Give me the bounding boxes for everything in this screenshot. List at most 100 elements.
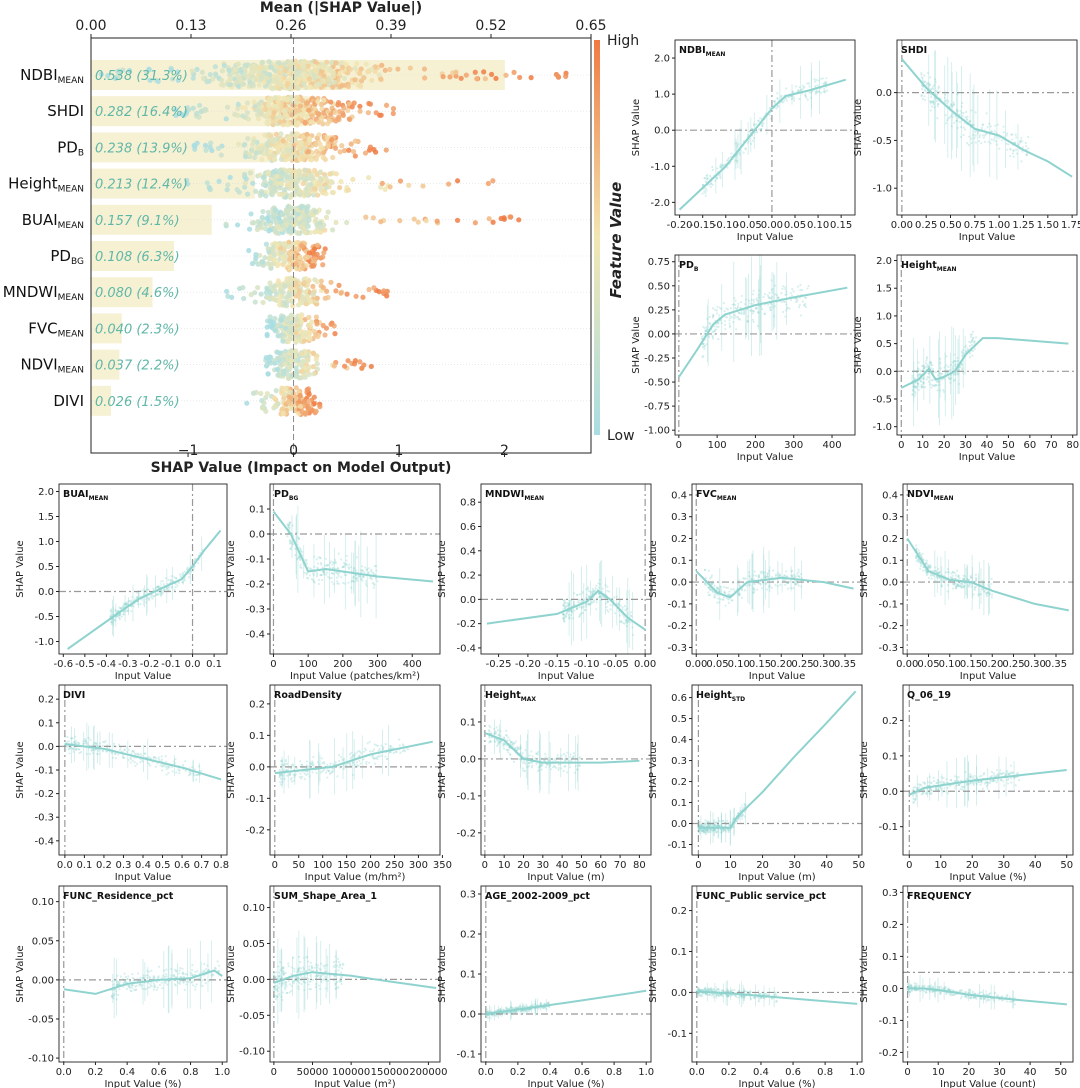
shap-point bbox=[320, 64, 326, 71]
shap-point bbox=[317, 169, 324, 175]
shap-point bbox=[387, 184, 393, 190]
shap-point bbox=[363, 61, 369, 67]
data-point bbox=[971, 338, 974, 342]
data-point bbox=[956, 373, 960, 376]
data-point bbox=[738, 594, 741, 597]
data-point bbox=[125, 603, 128, 606]
shap-point bbox=[353, 293, 359, 299]
data-point bbox=[968, 356, 972, 359]
data-point bbox=[729, 316, 732, 320]
data-point bbox=[711, 335, 714, 339]
data-point bbox=[594, 586, 597, 590]
data-point bbox=[708, 315, 711, 319]
shap-point bbox=[344, 219, 350, 226]
data-point bbox=[926, 71, 929, 74]
data-point bbox=[785, 99, 789, 102]
shap-point bbox=[279, 226, 285, 233]
data-point bbox=[814, 90, 817, 93]
data-point bbox=[316, 573, 319, 576]
data-point bbox=[785, 290, 788, 293]
x-tick-label: 60 bbox=[1023, 440, 1036, 451]
data-point bbox=[913, 394, 916, 397]
x-tick-label: -0.20 bbox=[667, 220, 693, 231]
x-tick-label: -0.3 bbox=[118, 659, 138, 670]
data-point bbox=[800, 88, 803, 91]
shap-point bbox=[270, 114, 276, 120]
shap-point bbox=[302, 289, 309, 295]
data-point bbox=[937, 87, 940, 90]
top-tick-label: 0.52 bbox=[475, 18, 506, 34]
data-point bbox=[150, 595, 153, 599]
data-point bbox=[625, 625, 628, 628]
data-point bbox=[929, 361, 933, 364]
data-point bbox=[930, 95, 933, 99]
data-point bbox=[916, 367, 920, 370]
data-point bbox=[326, 575, 330, 579]
data-point bbox=[590, 599, 593, 602]
data-point bbox=[291, 543, 295, 546]
data-point bbox=[744, 148, 747, 151]
shap-point bbox=[276, 95, 282, 101]
beeswarm bbox=[98, 58, 569, 417]
shap-point bbox=[291, 222, 297, 228]
data-point bbox=[598, 582, 602, 586]
data-point bbox=[800, 585, 803, 588]
data-point bbox=[974, 130, 977, 133]
shap-point bbox=[503, 72, 509, 78]
y-tick-label: -0.1 bbox=[245, 555, 265, 566]
data-point bbox=[563, 606, 567, 610]
data-point bbox=[321, 578, 324, 582]
data-point bbox=[591, 592, 594, 595]
data-point bbox=[920, 383, 923, 386]
shap-point bbox=[273, 131, 280, 137]
data-point bbox=[737, 143, 740, 146]
data-point bbox=[956, 126, 959, 129]
shap-point bbox=[381, 288, 387, 294]
data-point bbox=[763, 573, 766, 576]
data-point bbox=[713, 329, 716, 332]
data-point bbox=[729, 588, 733, 591]
data-point bbox=[705, 584, 708, 587]
data-point bbox=[962, 111, 965, 115]
shap-point bbox=[265, 371, 271, 377]
plot-title: NDBIMEAN bbox=[679, 45, 725, 58]
shap-point bbox=[357, 359, 363, 365]
shap-point bbox=[325, 143, 332, 149]
data-point bbox=[801, 84, 805, 87]
dependence-plot: 0 100 200 300 400-0.4-0.3-0.2-0.10.00.1Input… bbox=[226, 483, 441, 682]
data-point bbox=[750, 577, 753, 580]
data-point bbox=[962, 133, 965, 137]
data-point bbox=[337, 571, 340, 574]
data-point bbox=[626, 607, 629, 610]
data-point bbox=[145, 598, 148, 601]
data-point bbox=[562, 612, 565, 616]
data-point bbox=[759, 570, 762, 573]
data-point bbox=[1010, 133, 1013, 136]
data-point bbox=[332, 561, 336, 565]
data-point bbox=[770, 288, 773, 291]
data-point bbox=[947, 100, 950, 103]
data-point bbox=[127, 610, 130, 613]
shap-point bbox=[322, 295, 328, 301]
data-point bbox=[333, 558, 337, 562]
data-point bbox=[751, 318, 755, 321]
data-point bbox=[738, 593, 741, 596]
shap-point bbox=[265, 294, 271, 301]
data-point bbox=[914, 392, 917, 395]
data-point bbox=[720, 163, 723, 166]
shap-point bbox=[298, 205, 304, 211]
shap-point bbox=[146, 66, 152, 72]
shap-point bbox=[266, 71, 273, 78]
data-point bbox=[825, 77, 828, 80]
trend-line bbox=[695, 570, 854, 599]
shap-point bbox=[314, 366, 321, 372]
data-point bbox=[748, 575, 751, 578]
data-point bbox=[625, 620, 628, 623]
shap-point bbox=[373, 149, 379, 155]
data-point bbox=[780, 300, 783, 304]
data-point bbox=[709, 322, 712, 325]
shap-point bbox=[279, 406, 286, 412]
shap-point bbox=[285, 375, 291, 381]
data-point bbox=[769, 308, 773, 311]
data-point bbox=[562, 616, 565, 619]
